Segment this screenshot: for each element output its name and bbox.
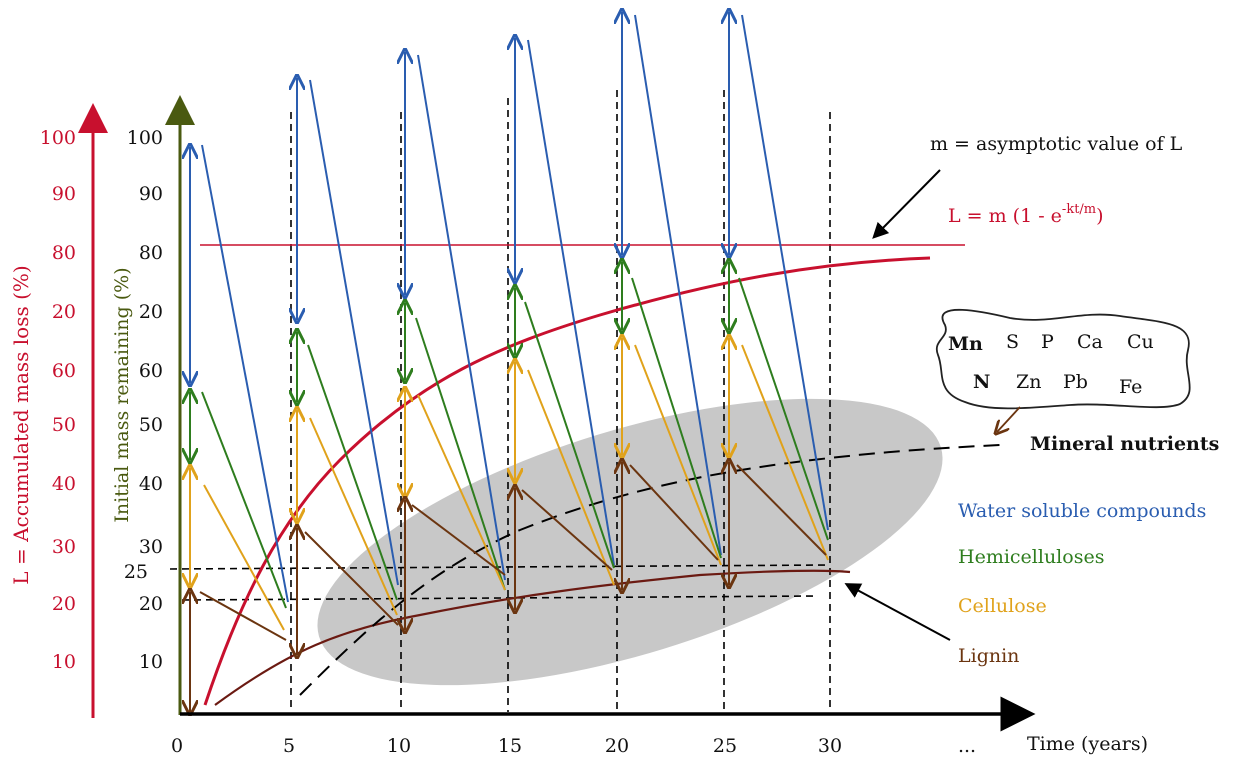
legend-water-soluble: Water soluble compounds bbox=[958, 500, 1206, 522]
lignin-curve bbox=[214, 569, 851, 706]
outer-tick: 20 bbox=[52, 593, 76, 615]
x-tick: 30 bbox=[818, 735, 842, 757]
formula-equation: L = m (1 - e-kt/m) bbox=[948, 202, 1104, 227]
inner-tick: 40 bbox=[139, 473, 163, 495]
element-pb: Pb bbox=[1063, 371, 1088, 393]
inner-tick: 50 bbox=[139, 414, 163, 436]
x-tick: ... bbox=[958, 735, 976, 757]
asymptote-pointer bbox=[872, 169, 941, 239]
decomposition-pulses bbox=[190, 12, 829, 712]
x-tick: 0 bbox=[171, 735, 183, 757]
outer-tick: 20 bbox=[52, 301, 76, 323]
guide-label-25: 25 bbox=[124, 561, 148, 583]
asymptote-note: m = asymptotic value of L bbox=[930, 133, 1183, 155]
outer-tick: 100 bbox=[40, 127, 76, 149]
outer-tick: 60 bbox=[52, 360, 76, 382]
inner-tick: 90 bbox=[139, 183, 163, 205]
x-axis-label: Time (years) bbox=[1027, 733, 1148, 755]
element-n: N bbox=[973, 371, 990, 393]
x-tick: 20 bbox=[605, 735, 629, 757]
lignin-pointer bbox=[844, 583, 951, 641]
element-zn: Zn bbox=[1016, 371, 1041, 393]
x-tick: 5 bbox=[283, 735, 295, 757]
inner-tick: 20 bbox=[139, 593, 163, 615]
element-mn: Mn bbox=[948, 333, 983, 355]
outer-tick: 30 bbox=[52, 536, 76, 558]
horizontal-guides bbox=[169, 564, 831, 601]
element-s: S bbox=[1006, 331, 1019, 353]
outer-tick: 80 bbox=[52, 242, 76, 264]
inner-y-ticks: 100 90 80 20 60 50 40 30 20 10 bbox=[127, 127, 163, 673]
nutrient-elements: Mn S P Ca Cu N Zn Pb Fe bbox=[948, 331, 1154, 398]
element-cu: Cu bbox=[1127, 331, 1154, 353]
mineral-nutrients-label: Mineral nutrients bbox=[1030, 433, 1219, 455]
x-tick: 15 bbox=[498, 735, 522, 757]
mineral-zone-ellipse bbox=[317, 398, 943, 686]
inner-tick: 60 bbox=[139, 360, 163, 382]
inner-tick: 80 bbox=[139, 242, 163, 264]
legend-lignin: Lignin bbox=[958, 645, 1019, 667]
outer-tick: 40 bbox=[52, 473, 76, 495]
outer-tick: 90 bbox=[52, 183, 76, 205]
nutrient-pointer bbox=[997, 406, 1021, 432]
legend-cellulose: Cellulose bbox=[958, 595, 1047, 617]
outer-tick: 10 bbox=[52, 651, 76, 673]
inner-tick: 20 bbox=[139, 301, 163, 323]
formula-prefix: L = m (1 - e bbox=[948, 205, 1062, 227]
element-fe: Fe bbox=[1119, 376, 1142, 398]
outer-tick: 50 bbox=[52, 414, 76, 436]
inner-tick: 100 bbox=[127, 127, 163, 149]
formula-exponent: -kt/m bbox=[1062, 202, 1096, 217]
legend-hemicelluloses: Hemicelluloses bbox=[958, 546, 1104, 568]
x-tick: 25 bbox=[713, 735, 737, 757]
x-tick: 10 bbox=[387, 735, 411, 757]
element-p: P bbox=[1041, 331, 1054, 353]
nutrient-cloud bbox=[935, 308, 1191, 410]
legend: Water soluble compounds Hemicelluloses C… bbox=[958, 500, 1206, 667]
element-ca: Ca bbox=[1077, 331, 1103, 353]
inner-y-axis-label: Initial mass remaining (%) bbox=[111, 267, 133, 522]
inner-tick: 10 bbox=[139, 651, 163, 673]
outer-y-ticks: 100 90 80 20 60 50 40 30 20 10 bbox=[40, 127, 76, 673]
outer-y-axis-label: L = Accumulated mass loss (%) bbox=[9, 265, 33, 584]
formula-suffix: ) bbox=[1096, 205, 1103, 227]
x-ticks: 0 5 10 15 20 25 30 ... bbox=[171, 735, 976, 757]
inner-tick: 30 bbox=[139, 536, 163, 558]
